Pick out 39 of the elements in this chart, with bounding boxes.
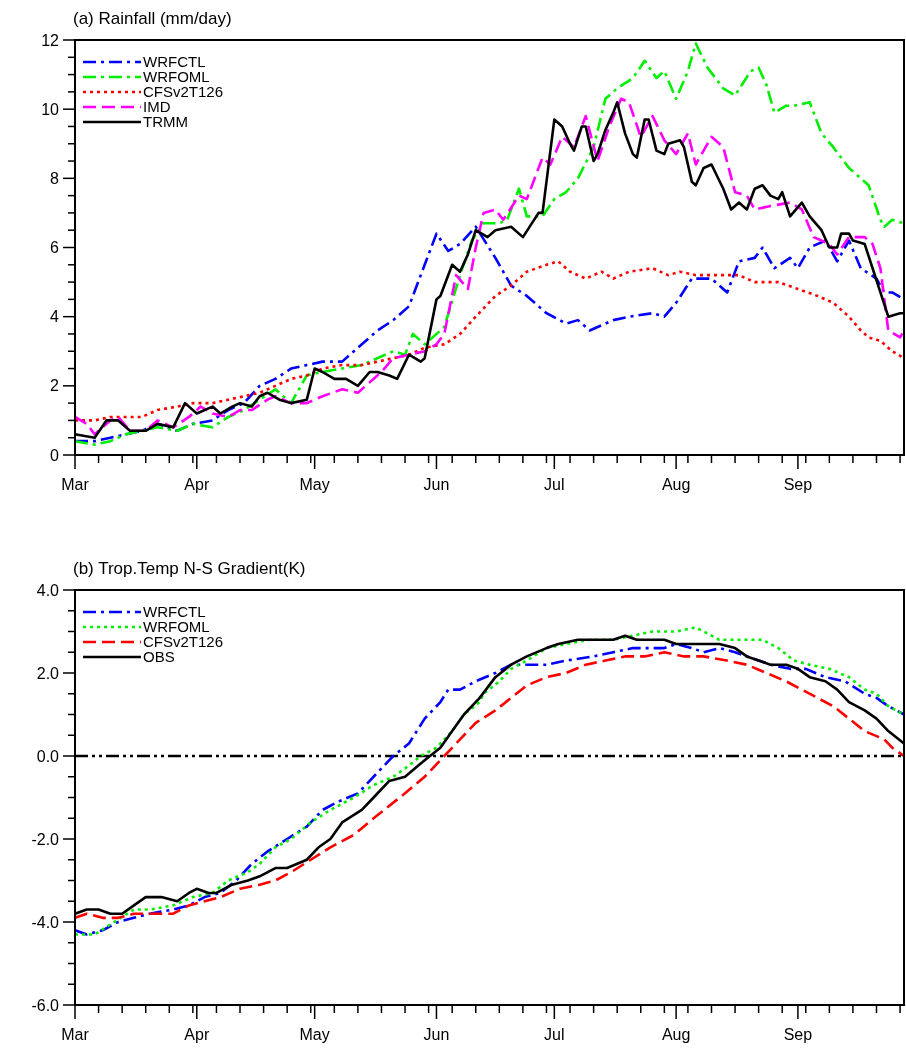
x-tick-label: Sep [783,476,813,493]
y-tick-label: 0.0 [36,747,60,765]
y-tick-label: -6.0 [31,996,60,1014]
x-tick-label: Jun [423,1026,450,1043]
x-tick-label: May [299,1026,330,1043]
x-tick-label: Mar [61,476,90,493]
y-tick-label: 2.0 [36,664,60,682]
y-tick-label: 10 [41,100,60,118]
legend-label: WRFCTL [143,603,206,621]
legend-label: WRFCTL [143,53,206,71]
y-tick-label: 12 [41,31,60,49]
x-tick-label: May [299,476,330,493]
legend-label: IMD [143,98,171,116]
legend-label: TRMM [143,113,188,131]
x-tick-label: Sep [783,1026,813,1043]
x-tick-label: Jul [544,1026,565,1043]
y-tick-label: 8 [50,169,60,187]
y-tick-label: 0 [50,446,60,464]
legend-label: WRFOML [143,618,210,636]
chart-title: (b) Trop.Temp N-S Gradient(K) [73,559,306,578]
x-tick-label: Aug [661,1026,691,1043]
x-tick-label: Jun [423,476,450,493]
legend-label: OBS [143,648,175,666]
legend-label: CFSv2T126 [143,83,224,101]
legend-label: CFSv2T126 [143,633,224,651]
x-tick-label: Mar [61,1026,90,1043]
line-series [73,42,906,446]
y-tick-label: 2 [50,377,60,395]
x-tick-label: Jul [544,476,565,493]
y-tick-label: -2.0 [31,830,60,848]
y-tick-label: 4.0 [36,581,60,599]
y-tick-label: 4 [50,308,60,326]
y-tick-label: -4.0 [31,913,60,931]
x-tick-label: Apr [184,476,210,493]
legend-label: WRFOML [143,68,210,86]
x-tick-label: Apr [184,1026,210,1043]
x-tick-label: Aug [661,476,691,493]
y-tick-label: 6 [50,239,60,257]
chart-title: (a) Rainfall (mm/day) [73,9,232,28]
